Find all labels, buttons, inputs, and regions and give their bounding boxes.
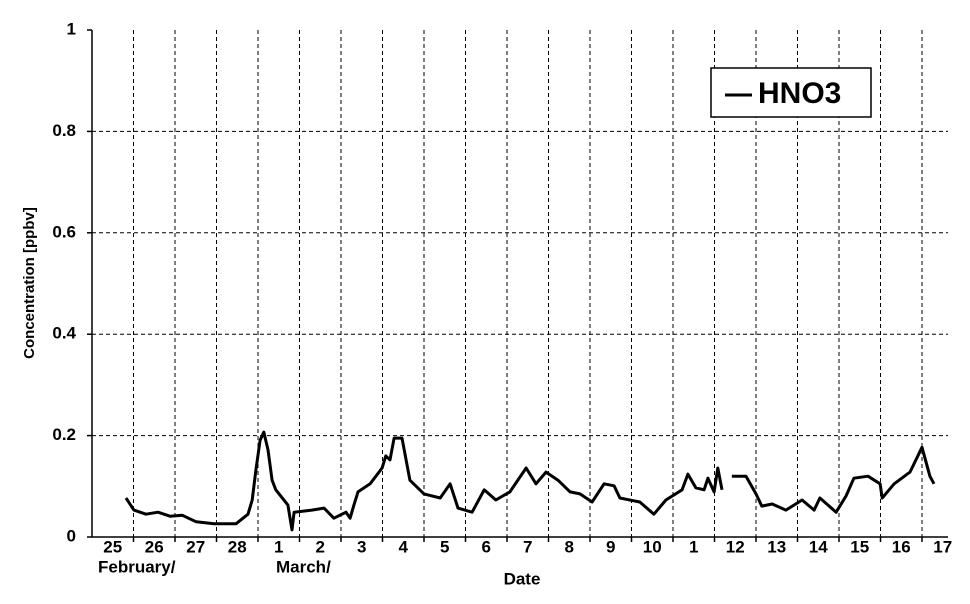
- y-tick-label: 1: [67, 19, 76, 38]
- x-tick-label: 5: [440, 537, 449, 556]
- x-tick-label: 17: [933, 537, 952, 556]
- x-tick-label: 26: [145, 537, 164, 556]
- x-tick-label: 6: [482, 537, 491, 556]
- month-label: February/: [98, 557, 176, 576]
- x-tick-label: 10: [643, 537, 662, 556]
- x-tick-label: 12: [726, 537, 745, 556]
- y-tick-label: 0: [67, 526, 76, 545]
- x-tick-label: 16: [892, 537, 911, 556]
- x-tick-label: 25: [103, 537, 122, 556]
- x-axis-label: Date: [504, 569, 541, 588]
- data-line: [124, 430, 936, 532]
- x-tick-label: 1: [274, 537, 283, 556]
- x-tick-label: 27: [186, 537, 205, 556]
- month-label: March/: [276, 557, 331, 576]
- y-tick-label: 0.4: [52, 324, 76, 343]
- x-tick-label: 9: [606, 537, 615, 556]
- x-tick-label: 13: [767, 537, 786, 556]
- legend-label: HNO3: [758, 77, 841, 110]
- legend-box: [710, 67, 872, 118]
- x-tick-label: 2: [316, 537, 325, 556]
- y-axis-label: Concentration [ppbv]: [21, 207, 38, 359]
- x-tick-label: 7: [523, 537, 532, 556]
- legend: HNO3: [710, 67, 872, 118]
- x-tick-label: 15: [850, 537, 869, 556]
- x-tick-label: 1: [689, 537, 698, 556]
- y-tick-label: 0.8: [52, 121, 76, 140]
- x-tick-label: 8: [565, 537, 574, 556]
- x-tick-label: 4: [399, 537, 409, 556]
- x-tick-label: 3: [357, 537, 366, 556]
- x-tick-label: 28: [228, 537, 247, 556]
- y-tick-label: 0.6: [52, 222, 76, 241]
- y-tick-label: 0.2: [52, 425, 76, 444]
- x-tick-label: 14: [809, 537, 828, 556]
